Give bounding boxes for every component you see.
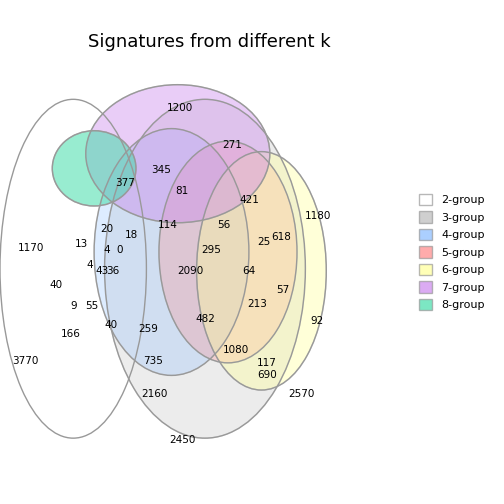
Text: 18: 18 [125, 230, 139, 240]
Text: 117: 117 [257, 358, 277, 368]
Text: 295: 295 [201, 245, 221, 255]
Text: 114: 114 [157, 220, 177, 230]
Text: 25: 25 [257, 236, 270, 246]
Text: 56: 56 [217, 220, 230, 230]
Text: 40: 40 [104, 320, 117, 330]
Ellipse shape [52, 131, 136, 206]
Text: 690: 690 [257, 370, 277, 381]
Text: 1170: 1170 [18, 243, 44, 253]
Text: 166: 166 [61, 329, 81, 339]
Text: 259: 259 [139, 325, 158, 334]
Text: 36: 36 [106, 266, 119, 276]
Ellipse shape [197, 152, 326, 390]
Ellipse shape [105, 99, 305, 438]
Text: 4: 4 [87, 260, 93, 270]
Text: 40: 40 [50, 280, 63, 290]
Text: 3770: 3770 [12, 356, 38, 366]
Text: 2090: 2090 [177, 266, 204, 276]
Text: 345: 345 [151, 165, 171, 175]
Text: 57: 57 [276, 285, 289, 295]
Text: 1200: 1200 [167, 103, 193, 113]
Text: 618: 618 [271, 232, 291, 242]
Text: 482: 482 [195, 314, 215, 324]
Text: 92: 92 [310, 316, 324, 326]
Ellipse shape [86, 85, 270, 223]
Text: 64: 64 [242, 266, 256, 276]
Ellipse shape [159, 141, 297, 363]
Text: 1180: 1180 [305, 212, 331, 221]
Text: 9: 9 [70, 301, 77, 311]
Text: 20: 20 [100, 224, 113, 234]
Title: Signatures from different k: Signatures from different k [88, 33, 331, 51]
Text: 0: 0 [116, 245, 122, 255]
Text: 2450: 2450 [169, 435, 195, 445]
Text: 213: 213 [247, 299, 267, 309]
Text: 55: 55 [85, 301, 99, 311]
Text: 377: 377 [115, 178, 136, 188]
Text: 81: 81 [175, 186, 188, 197]
Text: 43: 43 [96, 266, 109, 276]
Text: 271: 271 [222, 140, 242, 150]
Text: 1080: 1080 [223, 345, 249, 355]
Text: 2160: 2160 [142, 389, 168, 399]
Text: 421: 421 [239, 195, 259, 205]
Text: 735: 735 [143, 356, 163, 366]
Ellipse shape [94, 129, 249, 375]
Text: 4: 4 [103, 245, 110, 255]
Text: 13: 13 [75, 238, 88, 248]
Text: 2570: 2570 [288, 389, 314, 399]
Legend: 2-group, 3-group, 4-group, 5-group, 6-group, 7-group, 8-group: 2-group, 3-group, 4-group, 5-group, 6-gr… [419, 194, 484, 310]
